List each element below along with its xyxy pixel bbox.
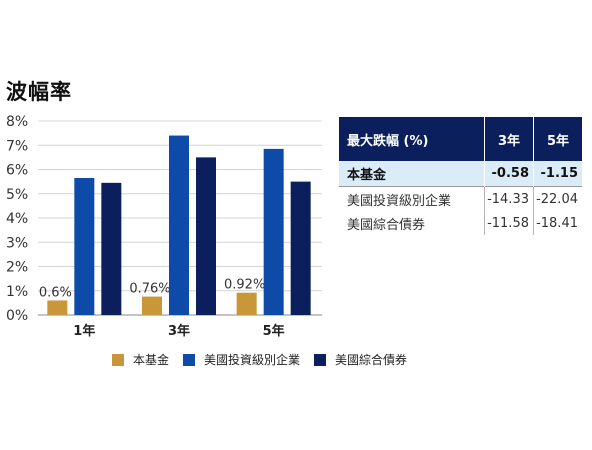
table-row-corporate: 美國投資級別企業 -14.33 -22.04 [339,186,582,211]
table-cell-name: 本基金 [339,161,485,187]
bar [101,182,122,315]
data-label: 0.76% [129,282,170,297]
y-tick-label: 6% [6,163,28,179]
data-label: 0.6% [39,285,72,300]
legend-label-aggregate: 美國綜合債券 [335,353,408,367]
y-tick-label: 5% [6,187,28,203]
table-cell-name: 美國綜合債券 [339,211,485,235]
y-tick-label: 2% [6,260,28,276]
legend-swatch-fund [112,353,124,366]
table-header-3y: 3年 [484,117,534,161]
y-tick-label: 1% [6,284,28,300]
y-tick-label: 3% [6,235,28,251]
legend-swatch-aggregate [314,353,327,366]
table-header-metric: 最大跌幅 (%) [339,117,485,161]
x-tick-label: 3年 [168,323,190,339]
bar [142,296,162,315]
table-header-5y: 5年 [533,117,582,161]
legend-item-aggregate: 美國綜合債券 [314,351,407,368]
table-row-aggregate: 美國綜合債券 -11.58 -18.41 [339,211,582,235]
legend-swatch-corporate [183,353,196,366]
bar [74,177,95,315]
table-cell-3y: -11.58 [484,211,534,235]
bar [263,148,284,315]
chart-title: 波幅率 [6,80,72,104]
table-cell-5y: -1.15 [533,161,582,187]
volatility-bar-chart: 0% 1% 2% 3% 4% 5% 6% 7% 8% 0.6% 1年 0.76% 3年 0.92% 5年 [6,114,322,339]
bar [290,181,311,315]
table-cell-5y: -18.41 [536,215,578,231]
table-cell-3y: -0.58 [484,161,534,187]
bar [196,157,216,315]
bar [169,135,189,315]
max-drawdown-table: 最大跌幅 (%) 3年 5年 本基金 -0.58 -1.15 美國投資級別企業 … [339,117,582,235]
bar [236,292,257,315]
y-tick-label: 8% [6,114,28,130]
legend-item-fund: 本基金 [112,351,169,368]
table-cell-5y: -22.04 [533,186,582,211]
legend-label-corporate: 美國投資級別企業 [204,353,301,367]
table-cell-3y: -14.33 [484,186,534,211]
y-tick-label: 4% [6,211,28,227]
legend-label-fund: 本基金 [133,353,170,367]
data-label: 0.92% [224,278,265,293]
x-tick-label: 5年 [263,323,285,339]
y-tick-label: 0% [6,308,28,324]
chart-legend: 本基金 美國投資級別企業 美國綜合債券 [112,351,421,368]
table-row-fund: 本基金 -0.58 -1.15 [339,161,582,187]
table-cell-name: 美國投資級別企業 [339,186,485,211]
legend-item-corporate: 美國投資級別企業 [183,351,300,368]
bar [47,300,68,315]
y-tick-label: 7% [6,138,28,154]
table-header-row: 最大跌幅 (%) 3年 5年 [339,117,582,161]
x-tick-label: 1年 [73,323,95,339]
